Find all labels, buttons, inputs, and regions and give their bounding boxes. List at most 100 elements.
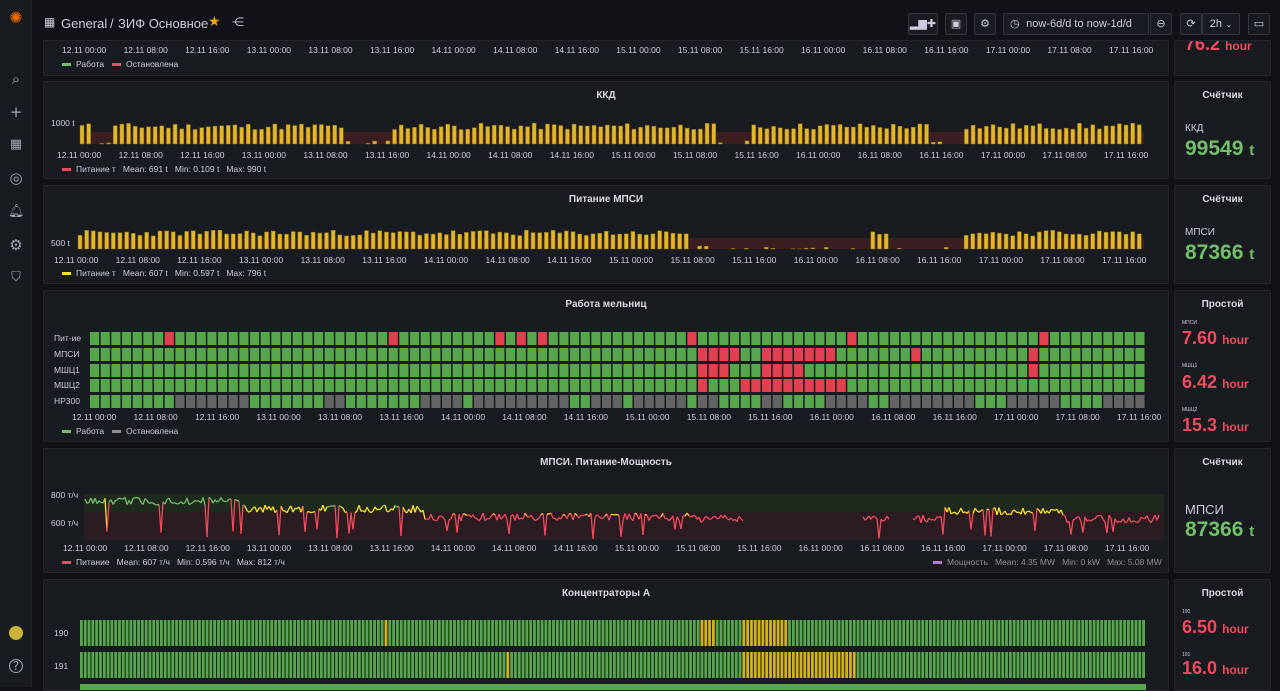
state-cell bbox=[358, 652, 361, 678]
panel-title[interactable]: Счётчик bbox=[1175, 90, 1270, 101]
bar bbox=[351, 235, 355, 249]
state-cell bbox=[1074, 620, 1077, 646]
stat-value: 6.50 hour bbox=[1182, 617, 1249, 638]
state-cell bbox=[807, 652, 810, 678]
state-cell bbox=[1009, 620, 1012, 646]
bar bbox=[492, 125, 496, 144]
help-icon[interactable]: ? bbox=[9, 659, 23, 673]
grafana-logo-icon[interactable]: ✺ bbox=[8, 10, 24, 26]
state-cell bbox=[240, 620, 243, 646]
state-cell bbox=[1125, 364, 1134, 377]
state-cell bbox=[880, 620, 883, 646]
x-tick-label: 14.11 08:00 bbox=[493, 45, 537, 55]
add-panel-button[interactable]: ▂▆✚ bbox=[908, 13, 938, 35]
panel-title[interactable]: Счётчик bbox=[1175, 194, 1270, 205]
dashboard-settings-button[interactable]: ⚙ bbox=[974, 13, 996, 35]
user-avatar[interactable] bbox=[9, 626, 23, 640]
state-cell bbox=[303, 379, 312, 392]
legend-item-stopped[interactable]: Остановлена bbox=[112, 59, 178, 69]
star-favorite-icon[interactable]: ★ bbox=[208, 14, 221, 30]
dashboards-icon[interactable]: ▦ bbox=[8, 137, 24, 153]
bar bbox=[891, 124, 895, 144]
state-cell bbox=[773, 348, 782, 361]
series-line-segment bbox=[309, 512, 311, 513]
state-cell bbox=[943, 332, 952, 345]
state-cell bbox=[594, 620, 597, 646]
bar bbox=[1011, 236, 1015, 249]
power-legend-power[interactable]: Мощность Mean: 4.35 MW Min: 0 kW Max: 5.… bbox=[933, 557, 1162, 567]
server-admin-shield-icon[interactable]: ⛉ bbox=[8, 270, 24, 286]
state-cell bbox=[773, 395, 782, 408]
bar bbox=[1051, 129, 1055, 144]
concentrators-state-timeline bbox=[44, 580, 1169, 691]
breadcrumb-root[interactable]: General bbox=[61, 16, 107, 31]
create-plus-icon[interactable]: + bbox=[8, 104, 24, 120]
state-cell bbox=[716, 652, 719, 678]
bar bbox=[905, 128, 909, 144]
stat-label: ККД bbox=[1185, 123, 1203, 134]
state-cell bbox=[1127, 652, 1130, 678]
panel-title[interactable]: Простой bbox=[1175, 588, 1270, 599]
legend-item-stopped[interactable]: Остановлена bbox=[112, 426, 178, 436]
state-cell bbox=[389, 364, 398, 377]
state-cell bbox=[1103, 395, 1112, 408]
save-dashboard-button[interactable]: ▣ bbox=[945, 13, 967, 35]
mpsi-legend[interactable]: Питание т Mean: 607 t Min: 0.597 t Max: … bbox=[62, 268, 266, 278]
search-icon[interactable]: ⌕ bbox=[8, 71, 24, 87]
dashboard-title[interactable]: ЗИФ Основное bbox=[118, 16, 208, 31]
stat-name: 190 bbox=[1182, 609, 1190, 615]
state-cell bbox=[476, 652, 479, 678]
legend-item-work[interactable]: Работа bbox=[62, 59, 104, 69]
power-line-chart bbox=[44, 449, 1169, 573]
bar bbox=[311, 232, 315, 249]
state-cell bbox=[339, 652, 342, 678]
state-cell bbox=[1070, 620, 1073, 646]
state-cell bbox=[1032, 652, 1035, 678]
state-cell bbox=[90, 395, 99, 408]
state-cell bbox=[954, 379, 963, 392]
state-cell bbox=[442, 620, 445, 646]
state-cell bbox=[805, 395, 814, 408]
x-tick-label: 17.11 16:00 bbox=[1109, 45, 1153, 55]
bar bbox=[812, 129, 816, 144]
legend-item-work[interactable]: Работа bbox=[62, 426, 104, 436]
share-icon[interactable]: ⋲ bbox=[232, 15, 244, 29]
state-cell bbox=[922, 332, 931, 345]
state-cell bbox=[421, 379, 430, 392]
power-legend-feed[interactable]: Питание Mean: 607 т/ч Min: 0.596 т/ч Max… bbox=[62, 557, 285, 567]
refresh-interval-picker[interactable]: 2h ⌄ bbox=[1202, 13, 1240, 35]
state-cell bbox=[677, 395, 686, 408]
state-cell bbox=[975, 395, 984, 408]
kkd-legend[interactable]: Питание т Mean: 691 t Min: 0.109 t Max: … bbox=[62, 164, 266, 174]
panel-title[interactable]: Счётчик bbox=[1175, 457, 1270, 468]
bar bbox=[133, 126, 137, 144]
time-range-picker[interactable]: ◷ now-6d/d to now-1d/d ⌄ bbox=[1003, 13, 1149, 35]
x-tick-label: 12.11 08:00 bbox=[124, 543, 168, 553]
state-cell bbox=[773, 379, 782, 392]
stat-number: 6.42 bbox=[1182, 372, 1217, 392]
state-cell bbox=[1055, 652, 1058, 678]
state-cell bbox=[527, 364, 536, 377]
state-cell bbox=[891, 652, 894, 678]
state-cell bbox=[591, 348, 600, 361]
state-cell bbox=[689, 652, 692, 678]
state-cell bbox=[975, 364, 984, 377]
state-cell bbox=[583, 652, 586, 678]
configuration-gear-icon[interactable]: ⚙ bbox=[8, 237, 24, 253]
refresh-button[interactable]: ⟳ bbox=[1180, 13, 1202, 35]
state-cell bbox=[457, 652, 460, 678]
explore-compass-icon[interactable]: ◎ bbox=[8, 170, 24, 186]
panel-title[interactable]: Простой bbox=[1175, 299, 1270, 310]
bar bbox=[451, 231, 455, 249]
state-cell bbox=[207, 379, 216, 392]
bar bbox=[984, 234, 988, 249]
state-cell bbox=[765, 652, 768, 678]
tv-mode-button[interactable]: ▭ bbox=[1248, 13, 1270, 35]
state-cell bbox=[783, 332, 792, 345]
state-cell bbox=[693, 652, 696, 678]
zoom-out-button[interactable]: ⊖ bbox=[1150, 13, 1172, 35]
state-cell bbox=[1039, 620, 1042, 646]
alerting-bell-icon[interactable]: 🔔︎ bbox=[8, 204, 24, 220]
state-cell bbox=[754, 620, 757, 646]
state-cell bbox=[1043, 620, 1046, 646]
